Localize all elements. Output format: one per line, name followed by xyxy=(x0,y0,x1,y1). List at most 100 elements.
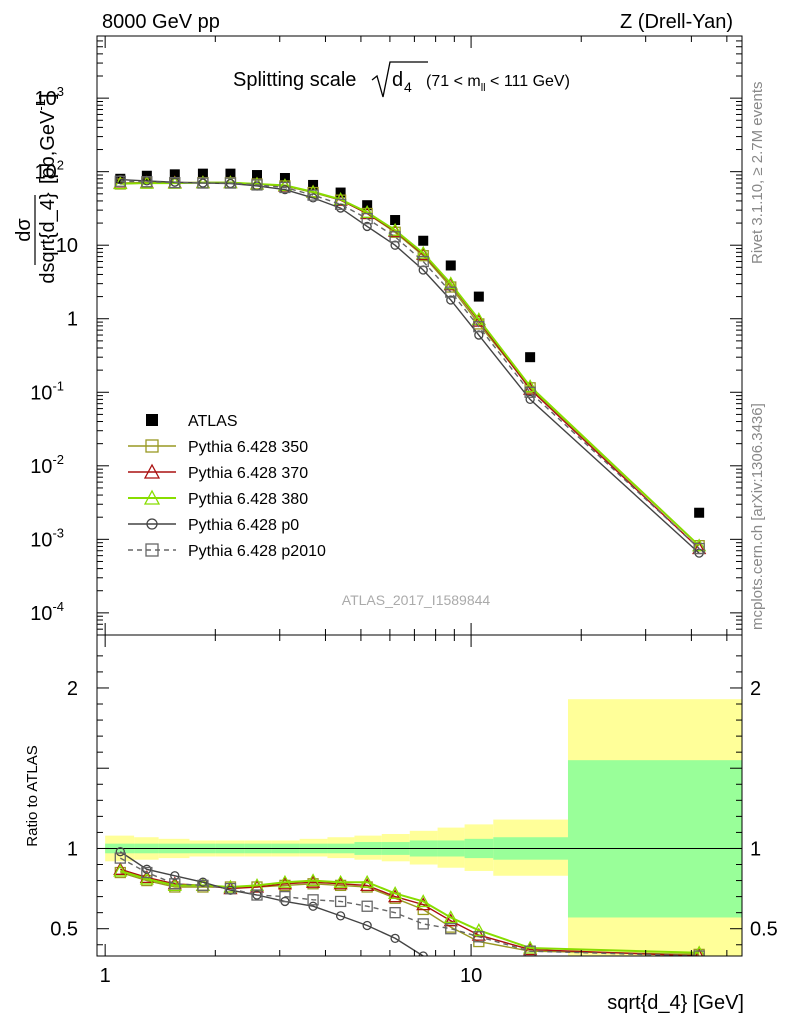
main-point-pythia-6-428-380 xyxy=(388,222,403,236)
main-point-pythia-6-428-p0 xyxy=(308,193,318,203)
ratio-x-tick-label: 1 xyxy=(100,965,111,987)
tick-exp: -3 xyxy=(52,525,64,540)
ratio-line-pythia-6-428-350 xyxy=(120,871,700,956)
ratio-frame xyxy=(96,634,743,957)
main-point-pythia-6-428-380 xyxy=(305,184,321,198)
ratio-y-tick-label-left: 0.5 xyxy=(50,919,78,941)
ratio-uncertainty-bands xyxy=(97,699,742,956)
main-point-pythia-6-428-p2010 xyxy=(524,386,536,398)
main-point-pythia-6-428-p2010 xyxy=(417,255,429,268)
main-point-atlas xyxy=(525,352,536,363)
ratio-point-pythia-6-428-p2010 xyxy=(307,894,319,906)
ratio-point-pythia-6-428-380 xyxy=(693,945,705,956)
tick-exp: -1 xyxy=(52,378,64,393)
ratio-point-pythia-6-428-p2010 xyxy=(693,950,705,956)
main-point-pythia-6-428-p0 xyxy=(446,295,456,305)
unit-base: [pb,GeV xyxy=(37,110,59,184)
main-y-tick-label: 10-3 xyxy=(30,525,64,551)
legend-marker xyxy=(143,489,161,505)
ratio-axes xyxy=(96,634,743,957)
ratio-y-axis-label: Ratio to ATLAS xyxy=(24,745,41,846)
legend-label: ATLAS xyxy=(188,413,238,430)
ratio-point-pythia-6-428-370 xyxy=(443,913,458,927)
ratio-point-pythia-6-428-p2010 xyxy=(445,923,457,935)
ratio-point-pythia-6-428-380 xyxy=(523,940,538,954)
unit-close: ] xyxy=(37,93,59,99)
main-point-atlas xyxy=(169,169,180,180)
y-label-numerator: dσ xyxy=(13,218,35,242)
main-point-pythia-6-428-p0 xyxy=(335,203,346,213)
legend-item: Pythia 6.428 350 xyxy=(128,439,308,456)
ratio-point-pythia-6-428-p0 xyxy=(308,901,318,911)
main-point-pythia-6-428-380 xyxy=(523,379,538,393)
main-point-atlas xyxy=(418,235,429,246)
main-y-tick-label: 103 xyxy=(35,84,64,110)
main-point-pythia-6-428-p2010 xyxy=(169,176,181,189)
ratio-point-pythia-6-428-380 xyxy=(113,863,128,877)
legend-marker xyxy=(146,414,158,426)
main-point-pythia-6-428-p2010 xyxy=(307,189,319,201)
ratio-y-tick-label-left: 1 xyxy=(67,838,78,860)
legend-marker xyxy=(145,439,159,453)
main-line-pythia-6-428-p0 xyxy=(120,178,700,554)
title-variable-sub: 4 xyxy=(404,79,412,95)
main-line-pythia-6-428-p2010 xyxy=(120,180,700,550)
unit-exp: -1 xyxy=(33,99,48,111)
main-point-pythia-6-428-p2010 xyxy=(361,212,373,225)
ratio-point-pythia-6-428-p0 xyxy=(526,981,534,989)
legend-label: Pythia 6.428 p0 xyxy=(188,517,299,534)
ratio-point-pythia-6-428-370 xyxy=(388,889,403,903)
analysis-watermark: ATLAS_2017_I1589844 xyxy=(342,592,491,608)
main-point-atlas xyxy=(225,168,236,179)
legend-item: Pythia 6.428 p0 xyxy=(128,517,299,534)
ratio-point-pythia-6-428-p2010 xyxy=(224,882,237,895)
ratio-point-pythia-6-428-380 xyxy=(277,874,293,888)
ratio-point-pythia-6-428-p0 xyxy=(170,871,180,881)
y-label-denominator: dsqrt{d_4} xyxy=(37,192,59,284)
main-point-atlas xyxy=(390,215,401,226)
main-point-pythia-6-428-380 xyxy=(471,312,486,326)
ratio-series-pythia-6-428-380 xyxy=(113,863,705,956)
legend-label: Pythia 6.428 380 xyxy=(188,491,308,508)
main-point-pythia-6-428-p2010 xyxy=(114,175,126,187)
main-point-atlas xyxy=(252,170,263,181)
tick-base: 10 xyxy=(35,88,57,110)
legend-label: Pythia 6.428 p2010 xyxy=(188,543,326,560)
tick-base: 10 xyxy=(30,603,52,625)
main-axes xyxy=(96,35,743,636)
main-series-pythia-6-428-p2010 xyxy=(114,175,705,555)
main-point-pythia-6-428-p2010 xyxy=(473,321,485,333)
legend-item: Pythia 6.428 380 xyxy=(128,489,308,508)
ratio-line-pythia-6-428-380 xyxy=(120,869,700,954)
legend-item: Pythia 6.428 p2010 xyxy=(128,543,326,560)
plot-title: Splitting scale xyxy=(233,69,356,91)
legend-marker xyxy=(146,518,158,530)
ratio-point-pythia-6-428-370 xyxy=(333,876,348,890)
ratio-line-pythia-6-428-p0 xyxy=(119,851,426,956)
ratio-band-stat xyxy=(567,760,742,918)
tick-base: 10 xyxy=(30,456,52,478)
legend: ATLAS Pythia 6.428 350 Pythia 6.428 370 Pyt… xyxy=(128,413,326,560)
tick-exp: -2 xyxy=(52,452,64,467)
ratio-point-pythia-6-428-p2010 xyxy=(524,945,536,956)
ratio-point-pythia-6-428-p2010 xyxy=(141,866,153,879)
ratio-point-pythia-6-428-p0 xyxy=(447,963,455,971)
ratio-point-pythia-6-428-p0 xyxy=(335,911,346,921)
ratio-y-tick-label-left: 2 xyxy=(67,678,78,700)
ratio-point-pythia-6-428-380 xyxy=(471,922,486,936)
range-sub: ll xyxy=(481,82,486,94)
main-point-pythia-6-428-p2010 xyxy=(693,542,705,555)
ratio-point-pythia-6-428-p2010 xyxy=(389,907,401,919)
range-a: (71 < m xyxy=(426,73,481,90)
ratio-point-pythia-6-428-p2010 xyxy=(361,900,373,912)
main-point-atlas xyxy=(694,507,705,518)
main-point-atlas xyxy=(473,291,484,302)
main-y-tick-label: 10 xyxy=(56,235,78,257)
main-y-tick-label: 10-4 xyxy=(30,599,64,625)
ratio-y-tick-label-right: 2 xyxy=(750,678,761,700)
ratio-point-pythia-6-428-380 xyxy=(360,874,375,888)
tick-base: 10 xyxy=(30,382,52,404)
main-point-pythia-6-428-p0 xyxy=(280,184,290,195)
tick-exp: 3 xyxy=(57,84,64,99)
